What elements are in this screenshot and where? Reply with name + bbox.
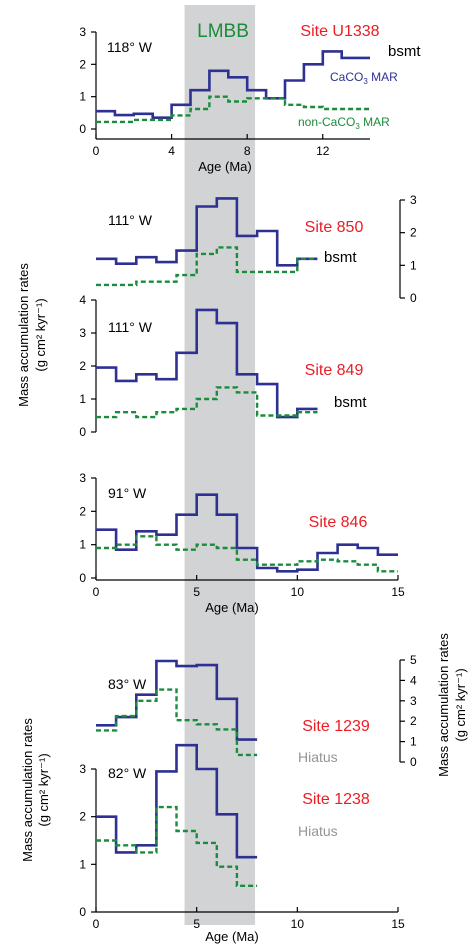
- noncaco3-mar-series: [96, 386, 318, 419]
- site-label: Site U1338: [300, 23, 379, 40]
- y-tick-label: 0: [410, 755, 417, 769]
- basement-label: bsmt: [334, 394, 367, 411]
- left-ylabel-top-line2: (g cm² kyr⁻¹): [33, 298, 48, 371]
- right-ylabel-bottom-line1: Mass accumulation rates: [436, 633, 451, 777]
- y-tick-label: 1: [79, 392, 86, 406]
- basement-label: bsmt: [324, 249, 357, 266]
- noncaco3-mar-series: [96, 805, 258, 887]
- caco3-mar-series: [96, 197, 318, 267]
- panel-site-1238: 0 1 2 3 0 5 10 15 Age (Ma) 82° W Site 1238 Hiatus: [79, 743, 405, 944]
- x-tick-label: 0: [93, 585, 100, 599]
- lmbb-label: LMBB: [197, 21, 249, 42]
- noncaco3-mar-series: [96, 688, 258, 757]
- noncaco3-mar-series: [96, 95, 370, 124]
- site-label: Site 850: [305, 219, 364, 236]
- longitude-label: 83° W: [108, 676, 147, 692]
- y-tick-label: 0: [410, 291, 417, 305]
- caco3-mar-label: CaCO3 MAR: [330, 70, 398, 86]
- y-tick-label: 2: [79, 57, 86, 71]
- caco3-mar-series: [96, 308, 318, 419]
- y-tick-label: 0: [79, 425, 86, 439]
- x-axis-label: Age (Ma): [198, 159, 251, 174]
- x-tick-label: 15: [391, 917, 405, 931]
- x-tick-label: 0: [93, 144, 100, 158]
- x-tick-label: 15: [391, 585, 405, 599]
- y-tick-label: 3: [79, 326, 86, 340]
- longitude-label: 118° W: [107, 39, 153, 55]
- right-ylabel-bottom-line2: (g cm² kyr⁻¹): [453, 668, 468, 741]
- y-tick-label: 5: [410, 653, 417, 667]
- site-label: Site 1238: [302, 791, 370, 808]
- y-tick-label: 1: [410, 735, 417, 749]
- noncaco3-mar-series: [96, 535, 398, 573]
- lmbb-band-layer: [184, 5, 256, 925]
- y-tick-label: 1: [410, 258, 417, 272]
- y-tick-label: 4: [79, 293, 86, 307]
- y-tick-label: 2: [79, 359, 86, 373]
- y-tick-label: 0: [79, 571, 86, 585]
- caco3-mar-series: [96, 493, 398, 573]
- y-tick-label: 3: [79, 762, 86, 776]
- y-tick-label: 2: [410, 226, 417, 240]
- left-ylabel-bottom-line2: (g cm² kyr⁻¹): [36, 753, 51, 826]
- y-tick-label: 3: [410, 694, 417, 708]
- caco3-mar-series: [96, 50, 370, 119]
- hiatus-label: Hiatus: [298, 823, 338, 839]
- x-axis-label: Age (Ma): [205, 600, 258, 615]
- y-tick-label: 4: [410, 673, 417, 687]
- x-tick-label: 12: [316, 144, 330, 158]
- y-tick-label: 0: [79, 905, 86, 919]
- y-tick-label: 2: [79, 504, 86, 518]
- y-tick-label: 3: [410, 193, 417, 207]
- y-tick-label: 2: [79, 810, 86, 824]
- left-ylabel-top-line1: Mass accumulation rates: [16, 263, 31, 407]
- noncaco3-mar-series: [96, 246, 318, 287]
- panel-site-846: 0 1 2 3 0 5 10 15 Age (Ma) 91° W Site 846: [79, 471, 405, 615]
- panel-site-1239: 0 1 2 3 4 5 83° W Site 1239 Hiatus: [96, 653, 417, 769]
- site-label: Site 1239: [302, 718, 370, 735]
- basement-label: bsmt: [388, 43, 421, 60]
- longitude-label: 91° W: [108, 485, 147, 501]
- x-tick-label: 0: [93, 917, 100, 931]
- y-tick-label: 3: [79, 25, 86, 39]
- x-tick-label: 5: [193, 917, 200, 931]
- longitude-label: 111° W: [108, 319, 153, 335]
- x-tick-label: 4: [168, 144, 175, 158]
- y-tick-label: 1: [79, 90, 86, 104]
- x-tick-label: 5: [193, 585, 200, 599]
- lmbb-band: [184, 5, 256, 925]
- left-ylabel-bottom-line1: Mass accumulation rates: [20, 718, 35, 862]
- site-label: Site 846: [309, 514, 368, 531]
- caco3-mar-series: [96, 743, 258, 859]
- y-tick-label: 2: [410, 714, 417, 728]
- noncaco3-mar-label: non-CaCO3 MAR: [298, 115, 390, 131]
- x-tick-label: 10: [291, 917, 305, 931]
- y-tick-label: 0: [79, 122, 86, 136]
- longitude-label: 82° W: [108, 765, 147, 781]
- x-axis-label: Age (Ma): [205, 929, 258, 944]
- hiatus-label: Hiatus: [298, 749, 338, 765]
- y-tick-label: 1: [79, 538, 86, 552]
- y-tick-label: 3: [79, 471, 86, 485]
- panel-site-849: 0 1 2 3 4 111° W Site 849 bsmt: [79, 293, 367, 439]
- panel-site-850: 0 1 2 3 111° W Site 850 bsmt: [96, 193, 417, 305]
- longitude-label: 111° W: [108, 212, 153, 228]
- x-tick-label: 10: [291, 585, 305, 599]
- site-label: Site 849: [305, 362, 364, 379]
- x-tick-label: 8: [244, 144, 251, 158]
- y-tick-label: 1: [79, 857, 86, 871]
